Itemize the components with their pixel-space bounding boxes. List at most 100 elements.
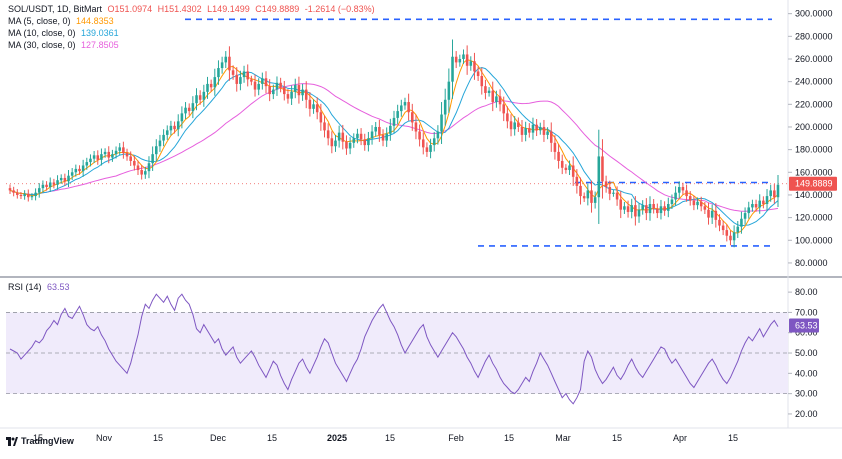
candle-body [319,112,323,123]
candle-body [542,126,546,135]
candle-body [293,85,297,92]
price-tick-label: 80.0000 [795,258,828,268]
candle-body [758,200,761,208]
candle-body [732,232,736,241]
ma5-legend: MA (5, close, 0) 144.8353 [8,16,117,27]
candle-body [641,205,644,210]
candle-body [85,162,89,166]
candle-body [206,83,209,92]
candle-body [103,151,107,155]
candle-body [144,171,147,175]
candle-body [74,168,78,173]
candle-body [564,167,568,171]
candle-body [92,155,96,159]
ohlc-legend: SOL/USDT, 1D, BitMart O151.0974 H151.430… [8,4,378,15]
candle-body [560,160,564,168]
candle-body [81,165,85,172]
price-tick-label: 180.0000 [795,145,833,155]
candle-body [454,56,458,63]
candle-body [8,188,12,191]
candle-body [169,125,173,131]
candle-body [378,126,381,135]
candle-body [323,122,326,131]
candle-body [70,172,74,176]
candle-body [187,107,191,112]
candle-body [688,196,692,201]
candle-body [736,226,740,233]
candle-body [575,176,579,186]
candle-body [528,128,531,133]
candle-body [63,177,67,182]
time-tick-label: Mar [555,433,571,443]
rsi-tick-label: 70.00 [795,307,818,317]
candle-body [659,206,663,214]
candle-body [656,208,659,214]
candle-body [41,184,45,189]
candle-body [469,61,473,66]
candle-body [133,160,136,166]
candle-body [59,177,63,181]
candle-body [663,206,666,211]
rsi-tick-label: 40.00 [795,368,818,378]
candle-body [261,78,264,84]
candle-body [630,205,633,212]
candle-body [52,182,56,185]
price-tick-label: 200.0000 [795,122,833,132]
ma10-value: 139.0361 [81,28,119,38]
high-value: H151.4302 [157,4,202,14]
time-tick-label: 15 [153,433,163,443]
candle-body [707,209,710,218]
candle-body [56,180,59,185]
candle-body [158,140,162,147]
candle-body [743,213,747,219]
time-tick-label: Dec [210,433,227,443]
candle-body [213,77,217,88]
ma5-line [9,59,779,234]
candle-body [509,121,513,130]
candle-body [370,131,374,139]
symbol-label: SOL/USDT, 1D, BitMart [8,4,103,14]
candle-body [615,192,619,200]
candle-body [710,210,714,218]
candle-body [89,158,92,163]
candle-body [685,190,688,197]
candle-body [176,121,180,130]
candle-body [582,196,586,199]
candle-body [414,122,418,132]
candle-body [341,132,345,142]
candle-body [315,104,319,113]
candle-body [165,130,169,135]
candle-body [458,58,462,63]
candle-body [718,219,721,226]
candle-body [363,139,367,146]
candle-body [721,225,725,231]
time-tick-label: 15 [612,433,622,443]
candle-body [429,145,432,152]
candle-body [670,199,674,205]
candle-body [403,102,407,106]
candle-body [506,113,509,122]
candle-body [34,192,37,197]
candle-body [184,107,187,114]
candle-body [667,204,670,211]
candle-body [396,111,399,118]
candle-body [374,126,377,132]
candle-body [37,188,41,193]
candle-body [140,170,143,175]
candle-body [272,89,275,95]
candle-body [498,96,502,105]
price-tick-label: 140.0000 [795,190,833,200]
candle-body [553,142,557,152]
rsi-value: 63.53 [47,282,70,292]
candle-body [253,81,257,90]
candle-body [451,56,454,82]
candle-body [239,77,242,84]
candle-body [440,114,443,132]
candle-body [773,190,776,198]
price-tick-label: 260.0000 [795,54,833,64]
candle-body [392,117,396,126]
ma30-legend: MA (30, close, 0) 127.8505 [8,40,122,51]
candle-body [762,200,765,205]
candle-body [356,133,359,139]
